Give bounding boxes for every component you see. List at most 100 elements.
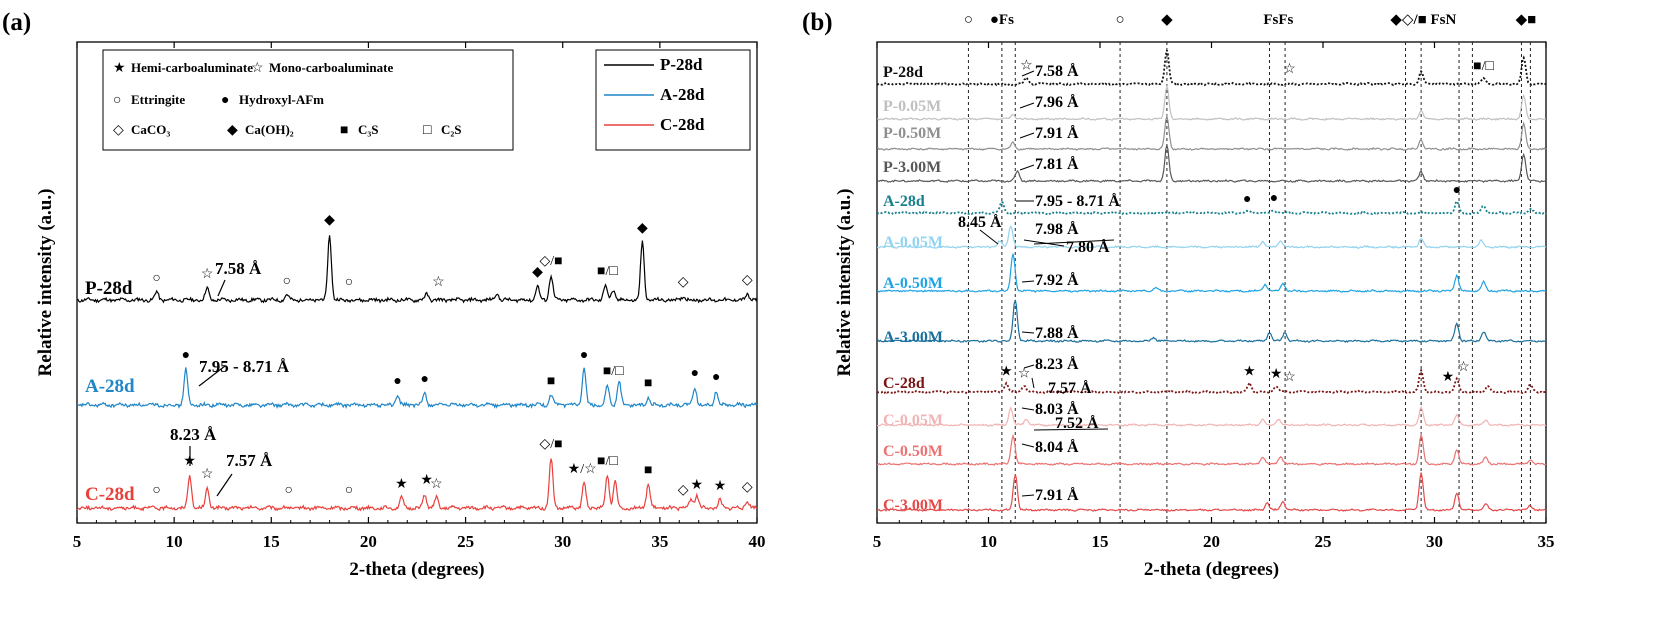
y-axis-label: Relative intensity (a.u.) bbox=[834, 189, 855, 377]
legend-symbol: ◇ bbox=[113, 123, 124, 138]
peak-marker-glyph: ■ bbox=[547, 374, 555, 389]
x-tick-label: 20 bbox=[360, 532, 377, 551]
x-tick-label: 35 bbox=[1538, 532, 1555, 551]
series-label: C-0.05M bbox=[883, 412, 943, 429]
peak-marker-glyph: ■ bbox=[644, 463, 652, 478]
legend-text: CaCO₃ bbox=[131, 122, 170, 137]
annotation-leader bbox=[1023, 239, 1065, 247]
annotation-leader bbox=[1019, 164, 1035, 171]
top-phase-label: ◆ bbox=[1161, 12, 1173, 28]
legend-symbol: ☆ bbox=[251, 61, 264, 76]
x-axis-label: 2-theta (degrees) bbox=[1144, 559, 1279, 580]
top-phase-label: ○ bbox=[1116, 12, 1125, 28]
panel-label: (a) bbox=[2, 9, 31, 36]
peak-marker-glyph: ★ bbox=[714, 479, 727, 494]
peak-marker-glyph: ○ bbox=[152, 483, 160, 498]
series-label: P-28d bbox=[883, 64, 923, 81]
top-phase-label: ○ bbox=[964, 12, 973, 28]
annotation-leader bbox=[1033, 428, 1109, 431]
peak-marker-glyph: ☆ bbox=[432, 275, 445, 290]
peak-marker-glyph: ■/□ bbox=[603, 364, 624, 379]
peak-marker-glyph: ★ bbox=[420, 473, 433, 488]
peak-annotation: 7.88 Å bbox=[1035, 324, 1079, 342]
legend-text: Hemi-carboaluminate bbox=[131, 60, 253, 75]
plot-frame bbox=[876, 41, 1547, 524]
series-line-c-28d bbox=[76, 458, 758, 512]
annotation-leader bbox=[1023, 364, 1035, 369]
legend-text: Ca(OH)₂ bbox=[245, 122, 294, 137]
series-label: P-0.05M bbox=[883, 98, 941, 115]
peak-marker-glyph: ○ bbox=[283, 274, 291, 289]
peak-marker-glyph: ◇ bbox=[742, 480, 753, 495]
peak-marker-glyph: ★ bbox=[1243, 364, 1256, 379]
annotation-leader bbox=[1021, 494, 1035, 497]
series-label: C-0.50M bbox=[883, 443, 943, 460]
annotation-leader bbox=[1021, 280, 1035, 283]
legend-series-name: C-28d bbox=[660, 115, 705, 134]
legend-symbol: ★ bbox=[113, 61, 126, 76]
x-tick-label: 5 bbox=[873, 532, 882, 551]
legend-symbol: □ bbox=[423, 123, 432, 138]
annotation-leader bbox=[1021, 443, 1035, 448]
peak-annotation: 7.57 Å bbox=[1048, 379, 1092, 397]
x-tick-label: 35 bbox=[651, 532, 668, 551]
peak-annotation: 7.57 Å bbox=[226, 451, 273, 470]
annotation-arrow bbox=[198, 365, 226, 387]
plot-frame bbox=[76, 41, 758, 524]
peak-annotation: 7.91 Å bbox=[1035, 124, 1079, 142]
peak-annotation: 8.23 Å bbox=[170, 425, 217, 444]
series-label: P-0.50M bbox=[883, 125, 941, 142]
peak-annotation: 8.45 Å bbox=[958, 213, 1002, 231]
series-label: A-0.50M bbox=[883, 275, 943, 292]
x-tick-label: 10 bbox=[166, 532, 183, 551]
series-legend: P-28d A-28d C-28d bbox=[595, 49, 751, 151]
series-line-p-28d bbox=[76, 235, 758, 304]
x-tick-label: 10 bbox=[980, 532, 997, 551]
x-tick-label: 30 bbox=[554, 532, 571, 551]
series-label: C-3.00M bbox=[883, 497, 943, 514]
top-phase-label: ◆◇/■ FsN bbox=[1390, 12, 1456, 28]
panel-a: 5 10 15 20 25 30 35 40 2-theta (degrees) Relative… bbox=[2, 9, 766, 580]
series-line-c-28d bbox=[876, 368, 1547, 395]
peak-marker-glyph: ◆ bbox=[637, 221, 648, 236]
annotation-leader bbox=[979, 229, 999, 245]
peak-marker-glyph: ★/☆ bbox=[568, 462, 597, 477]
legend-symbol: ○ bbox=[113, 93, 121, 108]
peak-annotation: 8.03 Å bbox=[1035, 400, 1079, 418]
series-line-a-005m bbox=[876, 225, 1547, 249]
series-label: A-0.05M bbox=[883, 234, 943, 251]
peak-annotation: 7.91 Å bbox=[1035, 486, 1079, 504]
peak-marker-glyph: ● bbox=[1243, 192, 1251, 207]
series-line-c-050m bbox=[877, 432, 1547, 466]
series-line-a-28d bbox=[76, 367, 758, 409]
peak-marker-glyph: ● bbox=[1270, 191, 1278, 206]
legend-text: Hydroxyl-AFm bbox=[239, 92, 324, 107]
peak-annotation: 8.23 Å bbox=[1035, 355, 1079, 373]
series-line-p-050m bbox=[876, 113, 1547, 151]
peak-marker-glyph: ★ bbox=[1442, 370, 1455, 385]
peak-marker-glyph: ◇/■ bbox=[539, 437, 562, 452]
series-line-a-28d bbox=[876, 199, 1547, 216]
peak-marker-glyph: ◆ bbox=[532, 265, 543, 280]
series-label: C-28d bbox=[85, 484, 135, 505]
peak-annotation: 7.92 Å bbox=[1035, 271, 1079, 289]
x-tick-label: 15 bbox=[1092, 532, 1109, 551]
peak-annotation: 7.95 - 8.71 Å bbox=[199, 357, 290, 376]
series-line-p-28d bbox=[876, 49, 1547, 87]
series-label: C-28d bbox=[883, 375, 925, 392]
x-tick-label: 5 bbox=[73, 532, 82, 551]
peak-annotation: 7.98 Å bbox=[1035, 220, 1079, 238]
series-label: P-28d bbox=[85, 278, 133, 299]
peak-marker-glyph: ◇/■ bbox=[539, 254, 562, 269]
top-phase-label: ◆■ bbox=[1516, 12, 1537, 28]
x-tick-label: 25 bbox=[457, 532, 474, 551]
panel-label: (b) bbox=[802, 9, 833, 36]
top-phase-label: FsFs bbox=[1263, 12, 1293, 28]
peak-annotation: 7.95 - 8.71 Å bbox=[1035, 192, 1120, 210]
x-tick-label: 15 bbox=[263, 532, 280, 551]
peak-marker-glyph: ■/□ bbox=[1473, 59, 1494, 74]
peak-marker-glyph: ■ bbox=[644, 376, 652, 391]
annotation-leader bbox=[1021, 407, 1035, 411]
peak-marker-glyph: ☆ bbox=[1018, 367, 1031, 382]
